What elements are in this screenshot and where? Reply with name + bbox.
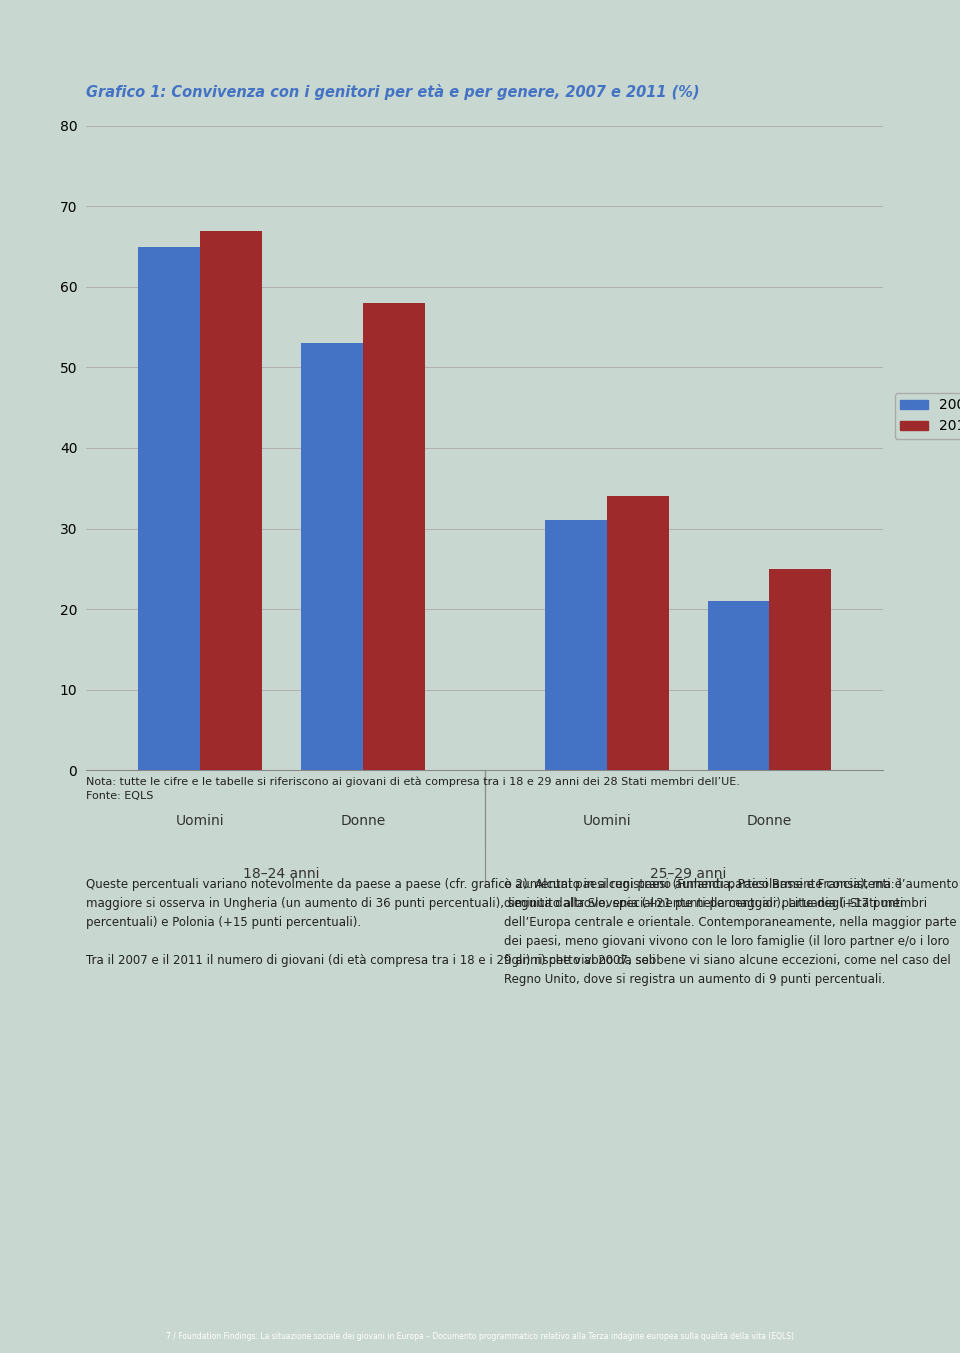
Bar xyxy=(545,521,607,770)
Bar xyxy=(708,601,769,770)
Text: Uomini: Uomini xyxy=(176,815,225,828)
Text: Grafico 1: Convivenza con i genitori per età e per genere, 2007 e 2011 (%): Grafico 1: Convivenza con i genitori per… xyxy=(86,84,700,100)
Legend: 2007, 2011: 2007, 2011 xyxy=(895,392,960,438)
Text: Nota: tutte le cifre e le tabelle si riferiscono ai giovani di età compresa tra : Nota: tutte le cifre e le tabelle si rif… xyxy=(86,777,740,801)
Text: 7 / Foundation Findings: La situazione sociale dei giovani in Europa – Documento: 7 / Foundation Findings: La situazione s… xyxy=(166,1331,794,1341)
Text: è aumentato in alcuni paesi (Finlandia, Paesi Bassi e Francia), ma è diminuito a: è aumentato in alcuni paesi (Finlandia, … xyxy=(504,878,956,986)
Text: Uomini: Uomini xyxy=(583,815,631,828)
Text: Donne: Donne xyxy=(747,815,792,828)
Text: Queste percentuali variano notevolmente da paese a paese (cfr. grafico 2). Alcun: Queste percentuali variano notevolmente … xyxy=(86,878,959,967)
Bar xyxy=(301,344,363,770)
Bar xyxy=(201,230,262,770)
Bar xyxy=(607,497,668,770)
Bar xyxy=(769,568,831,770)
Text: 18–24 anni: 18–24 anni xyxy=(243,867,320,881)
Text: Donne: Donne xyxy=(340,815,386,828)
Text: 25–29 anni: 25–29 anni xyxy=(650,867,727,881)
Bar xyxy=(138,246,201,770)
Bar xyxy=(363,303,424,770)
